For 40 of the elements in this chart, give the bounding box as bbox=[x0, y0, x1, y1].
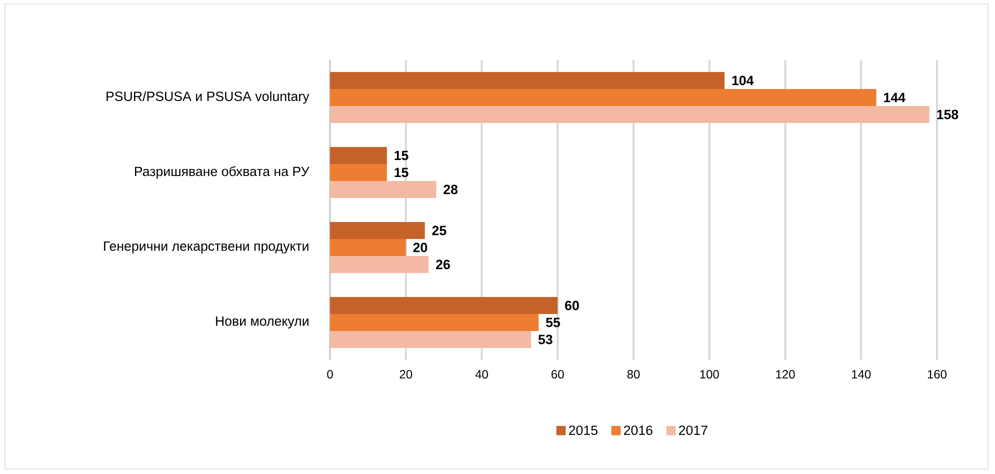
legend-label: 2015 bbox=[569, 426, 598, 436]
legend-label: 2016 bbox=[624, 426, 652, 436]
bar bbox=[330, 106, 930, 123]
data-label: 55 bbox=[546, 318, 560, 328]
data-label: 144 bbox=[884, 92, 906, 102]
x-tick-label: 160 bbox=[928, 370, 947, 379]
data-label: 158 bbox=[937, 110, 958, 120]
y-tick-label: PSUR/PSUSA и PSUSA voluntary bbox=[106, 91, 310, 104]
y-tick-label: Генерични лекарствени продукти bbox=[104, 242, 308, 254]
bar bbox=[330, 296, 558, 314]
bar bbox=[330, 256, 429, 273]
bar bbox=[330, 146, 387, 164]
y-tick-label: Нови молекули bbox=[216, 316, 308, 328]
bar bbox=[330, 330, 532, 348]
data-label: 26 bbox=[436, 260, 450, 270]
bar bbox=[330, 314, 539, 331]
bar bbox=[330, 164, 387, 181]
legend-label: 2017 bbox=[679, 426, 708, 436]
data-label: 53 bbox=[538, 334, 552, 344]
x-tick-label: 120 bbox=[776, 370, 795, 379]
data-label: 25 bbox=[432, 226, 446, 236]
x-tick-label: 0 bbox=[327, 370, 333, 379]
bar bbox=[330, 72, 725, 89]
bar bbox=[330, 180, 436, 198]
data-label: 60 bbox=[565, 300, 579, 310]
data-label: 15 bbox=[394, 168, 408, 178]
x-tick-label: 20 bbox=[400, 370, 412, 379]
y-tick-label: Разришяване обхвата на РУ bbox=[134, 166, 310, 179]
data-label: 20 bbox=[413, 242, 428, 252]
x-tick-label: 140 bbox=[852, 370, 871, 379]
data-label: 28 bbox=[444, 184, 458, 194]
data-label: 15 bbox=[394, 150, 408, 160]
bar bbox=[330, 238, 406, 256]
data-label: 104 bbox=[732, 76, 754, 86]
x-tick-label: 60 bbox=[552, 370, 564, 379]
x-tick-label: 80 bbox=[627, 370, 640, 379]
x-tick-label: 40 bbox=[475, 370, 488, 379]
bar bbox=[330, 222, 425, 239]
bar bbox=[330, 88, 876, 106]
x-tick-label: 100 bbox=[700, 370, 719, 379]
